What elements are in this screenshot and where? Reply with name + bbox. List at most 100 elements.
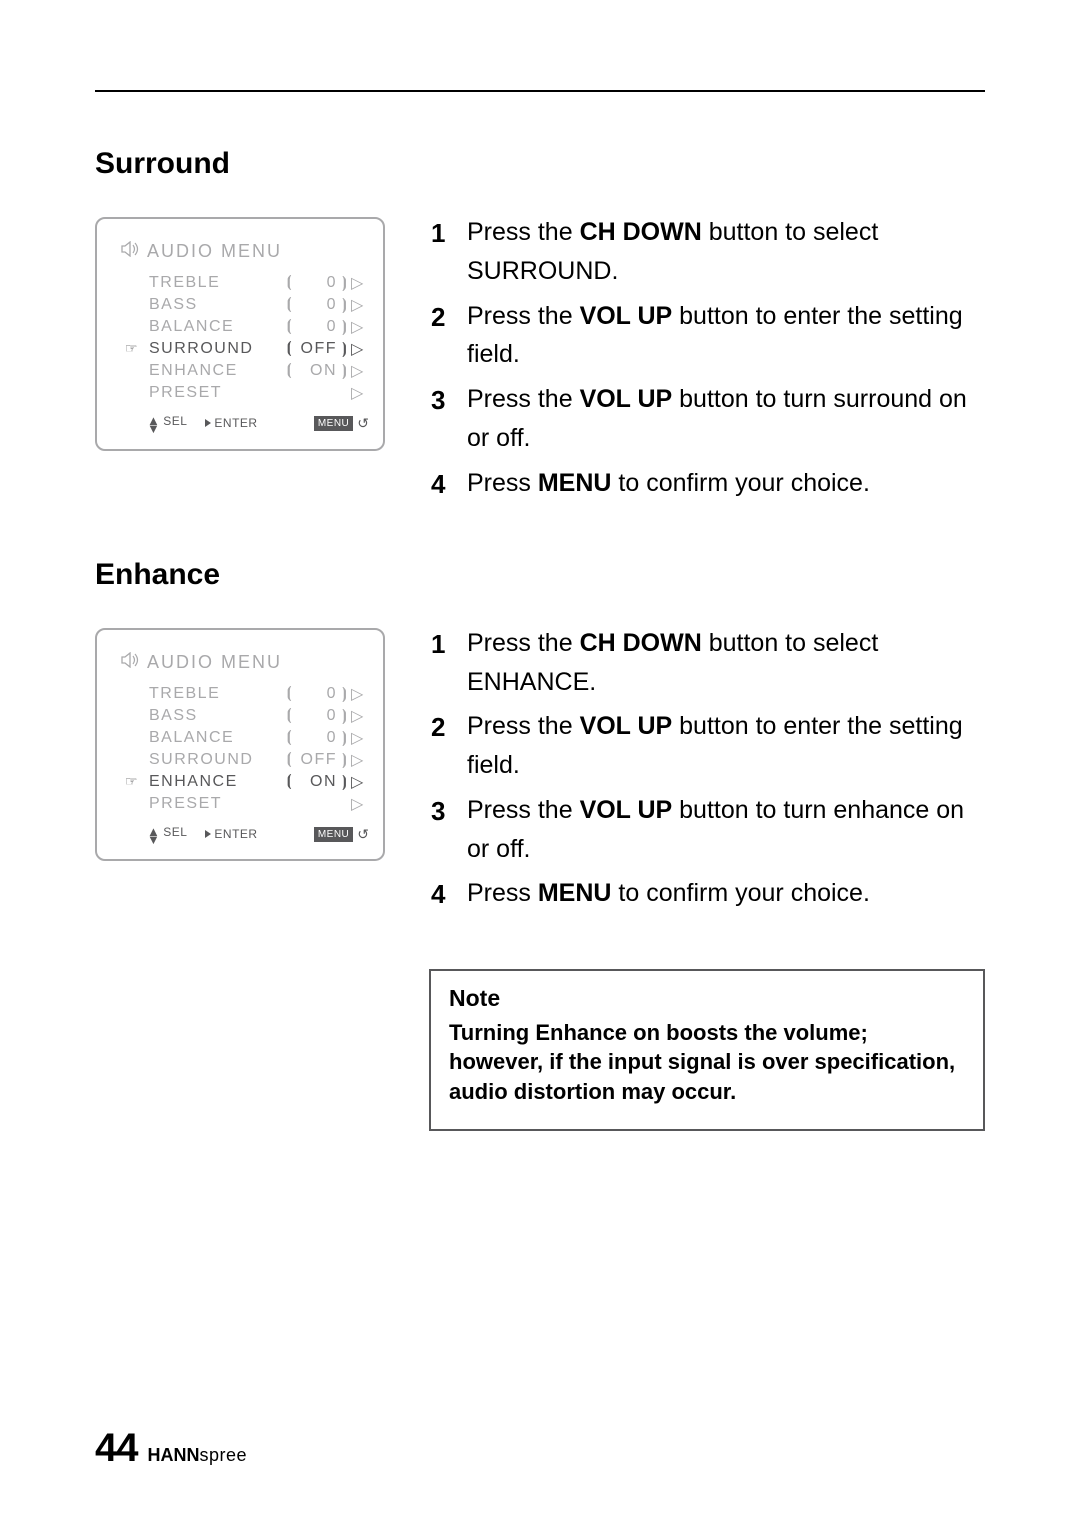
osd-row-label: PRESET [149, 384, 285, 402]
note-body: Turning Enhance on boosts the volume; ho… [449, 1018, 965, 1107]
osd-row-label: BALANCE [149, 318, 285, 336]
step-bold: VOL UP [580, 302, 673, 330]
left-bracket-icon: ⦗ [285, 362, 295, 380]
osd-footer: ▲▼ SEL ENTER MENU ↺ [111, 404, 369, 433]
enhance-steps: 1 Press the CH DOWN button to select ENHA… [431, 624, 985, 921]
note-title: Note [449, 985, 965, 1012]
osd-row: BASS⦗0⦘▷ [149, 705, 363, 727]
right-bracket-icon: ⦘ [339, 729, 351, 747]
step: 2 Press the VOL UP button to enter the se… [431, 297, 985, 375]
arrow-right-icon: ▷ [351, 317, 363, 337]
step-number: 3 [431, 380, 449, 420]
osd-box-surround: AUDIO MENU TREBLE⦗0⦘▷BASS⦗0⦘▷BALANCE⦗0⦘▷… [95, 217, 385, 451]
step-number: 2 [431, 707, 449, 747]
step-bold: VOL UP [580, 796, 673, 824]
left-bracket-icon: ⦗ [285, 729, 295, 747]
osd-row-value: OFF [295, 751, 339, 769]
osd-row-value: ON [295, 773, 339, 791]
osd-row-label: SURROUND [149, 751, 285, 769]
osd-enter-label: ENTER [214, 416, 257, 430]
step-number: 2 [431, 297, 449, 337]
arrow-right-icon: ▷ [351, 361, 363, 381]
step-text: Press the VOL UP button to enter the set… [467, 707, 985, 785]
page-footer: 44 HANNspree [95, 1426, 247, 1471]
right-bracket-icon: ⦘ [339, 340, 351, 358]
osd-row: ☞SURROUND⦗OFF⦘▷ [149, 338, 363, 360]
left-bracket-icon: ⦗ [285, 296, 295, 314]
osd-row: PRESET▷ [149, 382, 363, 404]
osd-row-label: ENHANCE [149, 773, 285, 791]
step-number: 1 [431, 213, 449, 253]
osd-row: ☞ENHANCE⦗ON⦘▷ [149, 771, 363, 793]
arrow-right-icon: ▷ [351, 750, 363, 770]
left-bracket-icon: ⦗ [285, 751, 295, 769]
step-text: Press the VOL UP button to enter the set… [467, 297, 985, 375]
osd-row-value: 0 [295, 274, 339, 292]
step: 1 Press the CH DOWN button to select SURR… [431, 213, 985, 291]
osd-row-label: BASS [149, 296, 285, 314]
right-bracket-icon: ⦘ [339, 296, 351, 314]
step-number: 3 [431, 791, 449, 831]
osd-row: TREBLE⦗0⦘▷ [149, 683, 363, 705]
step-bold: VOL UP [580, 385, 673, 413]
osd-menu-chip: MENU [314, 827, 353, 842]
return-icon: ↺ [357, 415, 369, 432]
right-bracket-icon: ⦘ [339, 685, 351, 703]
osd-title: AUDIO MENU [147, 652, 282, 673]
osd-footer: ▲▼ SEL ENTER MENU ↺ [111, 815, 369, 844]
right-bracket-icon: ⦘ [339, 751, 351, 769]
osd-row: PRESET▷ [149, 793, 363, 815]
left-bracket-icon: ⦗ [285, 274, 295, 292]
surround-steps: 1 Press the CH DOWN button to select SURR… [431, 213, 985, 510]
osd-sel-label: SEL [163, 414, 187, 428]
step-number: 1 [431, 624, 449, 664]
osd-row-label: SURROUND [149, 340, 285, 358]
brand-light: spree [200, 1445, 248, 1465]
osd-row-label: TREBLE [149, 685, 285, 703]
osd-sel-label: SEL [163, 825, 187, 839]
speaker-icon [121, 241, 141, 262]
speaker-icon [121, 652, 141, 673]
left-bracket-icon: ⦗ [285, 707, 295, 725]
osd-row-value: 0 [295, 685, 339, 703]
arrow-right-icon: ▷ [351, 684, 363, 704]
section-title-surround: Surround [95, 147, 985, 181]
arrow-right-icon: ▷ [351, 273, 363, 293]
osd-row: SURROUND⦗OFF⦘▷ [149, 749, 363, 771]
updown-icon: ▲▼ [147, 828, 160, 844]
step-text: Press the VOL UP button to turn surround… [467, 380, 985, 458]
left-bracket-icon: ⦗ [285, 773, 295, 791]
osd-row-value: 0 [295, 729, 339, 747]
osd-enter-label: ENTER [214, 827, 257, 841]
osd-row-label: ENHANCE [149, 362, 285, 380]
osd-row-label: PRESET [149, 795, 285, 813]
step: 4 Press MENU to confirm your choice. [431, 874, 985, 914]
arrow-right-icon: ▷ [351, 772, 363, 792]
right-triangle-icon [205, 830, 211, 838]
step-bold: CH DOWN [580, 218, 702, 246]
step-text: Press MENU to confirm your choice. [467, 464, 985, 503]
osd-row: TREBLE⦗0⦘▷ [149, 272, 363, 294]
left-bracket-icon: ⦗ [285, 318, 295, 336]
step-number: 4 [431, 874, 449, 914]
osd-row-value: 0 [295, 318, 339, 336]
page-number: 44 [95, 1426, 138, 1471]
step-text: Press MENU to confirm your choice. [467, 874, 985, 913]
arrow-right-icon: ▷ [351, 706, 363, 726]
osd-row-label: BALANCE [149, 729, 285, 747]
osd-box-enhance: AUDIO MENU TREBLE⦗0⦘▷BASS⦗0⦘▷BALANCE⦗0⦘▷… [95, 628, 385, 862]
step-bold: VOL UP [580, 712, 673, 740]
step-bold: MENU [538, 469, 612, 497]
step: 4 Press MENU to confirm your choice. [431, 464, 985, 504]
step-text: Press the CH DOWN button to select ENHAN… [467, 624, 985, 702]
left-bracket-icon: ⦗ [285, 340, 295, 358]
step: 2 Press the VOL UP button to enter the se… [431, 707, 985, 785]
osd-row: ENHANCE⦗ON⦘▷ [149, 360, 363, 382]
top-rule [95, 90, 985, 92]
step-bold: CH DOWN [580, 629, 702, 657]
step-text: Press the CH DOWN button to select SURRO… [467, 213, 985, 291]
pointer-icon: ☞ [125, 340, 139, 357]
osd-row-value: 0 [295, 296, 339, 314]
step-number: 4 [431, 464, 449, 504]
osd-menu-chip: MENU [314, 416, 353, 431]
